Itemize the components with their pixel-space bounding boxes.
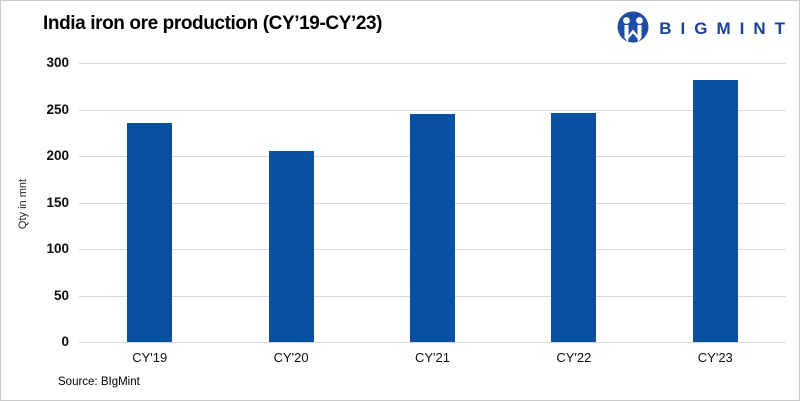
chart-title: India iron ore production (CY’19-CY’23): [43, 13, 383, 34]
bigmint-logo: BIGMINT: [615, 10, 785, 48]
gridline-0: [79, 342, 786, 343]
x-tick-label: CY'20: [273, 350, 309, 365]
x-tick-label: CY'21: [414, 350, 450, 365]
gridline-250: [79, 109, 786, 111]
source-note: Source: BIgMint: [58, 376, 140, 388]
bar-cy23: [692, 79, 738, 342]
bar-cy22: [551, 113, 597, 342]
x-tick-label: CY'19: [132, 350, 168, 365]
bigmint-elephant-icon: [617, 11, 649, 43]
y-tick-label: 100: [46, 241, 69, 256]
gridline-300: [79, 63, 786, 64]
x-tick-label: CY'22: [556, 350, 592, 365]
bar-cy21: [410, 114, 455, 342]
y-tick-label: 200: [46, 148, 69, 163]
y-tick-label: 250: [46, 101, 69, 117]
bar-cy20: [268, 151, 314, 342]
bigmint-logo-text: BIGMINT: [659, 19, 794, 38]
y-tick-label: 300: [46, 55, 69, 70]
y-tick-label: 150: [46, 194, 69, 210]
y-tick-label: 0: [61, 334, 69, 349]
y-tick-label: 50: [53, 287, 69, 303]
x-tick-label: CY'23: [697, 350, 733, 365]
bar-cy19: [127, 123, 173, 342]
